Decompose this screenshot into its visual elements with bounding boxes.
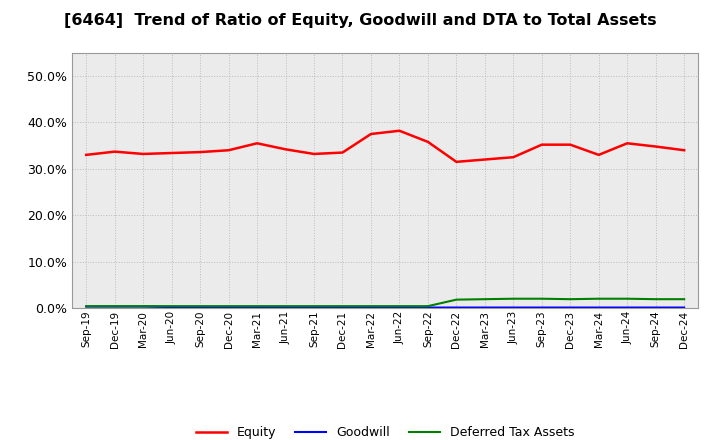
Equity bbox=[338, 150, 347, 155]
Equity bbox=[139, 151, 148, 157]
Deferred Tax Assets bbox=[167, 304, 176, 309]
Equity bbox=[253, 141, 261, 146]
Deferred Tax Assets bbox=[395, 304, 404, 309]
Deferred Tax Assets bbox=[537, 296, 546, 301]
Deferred Tax Assets bbox=[623, 296, 631, 301]
Equity bbox=[509, 154, 518, 160]
Equity bbox=[366, 132, 375, 137]
Deferred Tax Assets bbox=[509, 296, 518, 301]
Deferred Tax Assets bbox=[282, 304, 290, 309]
Deferred Tax Assets bbox=[225, 304, 233, 309]
Goodwill bbox=[338, 305, 347, 310]
Line: Deferred Tax Assets: Deferred Tax Assets bbox=[86, 299, 684, 306]
Deferred Tax Assets bbox=[680, 297, 688, 302]
Text: [6464]  Trend of Ratio of Equity, Goodwill and DTA to Total Assets: [6464] Trend of Ratio of Equity, Goodwil… bbox=[63, 13, 657, 28]
Equity bbox=[196, 150, 204, 155]
Equity bbox=[452, 159, 461, 165]
Deferred Tax Assets bbox=[452, 297, 461, 302]
Goodwill bbox=[167, 304, 176, 310]
Goodwill bbox=[366, 305, 375, 310]
Line: Goodwill: Goodwill bbox=[86, 307, 684, 308]
Goodwill bbox=[82, 304, 91, 309]
Deferred Tax Assets bbox=[366, 304, 375, 309]
Goodwill bbox=[395, 305, 404, 310]
Goodwill bbox=[537, 305, 546, 310]
Equity bbox=[395, 128, 404, 133]
Goodwill bbox=[310, 305, 318, 310]
Deferred Tax Assets bbox=[310, 304, 318, 309]
Equity bbox=[537, 142, 546, 147]
Goodwill bbox=[623, 305, 631, 310]
Goodwill bbox=[196, 304, 204, 310]
Line: Equity: Equity bbox=[86, 131, 684, 162]
Equity bbox=[595, 152, 603, 158]
Equity bbox=[480, 157, 489, 162]
Equity bbox=[110, 149, 119, 154]
Goodwill bbox=[423, 305, 432, 310]
Goodwill bbox=[139, 304, 148, 309]
Equity bbox=[566, 142, 575, 147]
Deferred Tax Assets bbox=[595, 296, 603, 301]
Deferred Tax Assets bbox=[652, 297, 660, 302]
Equity bbox=[282, 147, 290, 152]
Deferred Tax Assets bbox=[480, 297, 489, 302]
Goodwill bbox=[253, 304, 261, 310]
Equity bbox=[652, 144, 660, 149]
Deferred Tax Assets bbox=[110, 304, 119, 309]
Deferred Tax Assets bbox=[139, 304, 148, 309]
Goodwill bbox=[480, 305, 489, 310]
Equity bbox=[225, 147, 233, 153]
Goodwill bbox=[652, 305, 660, 310]
Equity bbox=[623, 141, 631, 146]
Goodwill bbox=[225, 304, 233, 310]
Equity bbox=[310, 151, 318, 157]
Goodwill bbox=[680, 305, 688, 310]
Equity bbox=[423, 139, 432, 144]
Deferred Tax Assets bbox=[423, 304, 432, 309]
Goodwill bbox=[282, 304, 290, 310]
Deferred Tax Assets bbox=[196, 304, 204, 309]
Goodwill bbox=[595, 305, 603, 310]
Equity bbox=[82, 152, 91, 158]
Equity bbox=[680, 147, 688, 153]
Deferred Tax Assets bbox=[566, 297, 575, 302]
Goodwill bbox=[566, 305, 575, 310]
Goodwill bbox=[509, 305, 518, 310]
Deferred Tax Assets bbox=[338, 304, 347, 309]
Deferred Tax Assets bbox=[82, 304, 91, 309]
Goodwill bbox=[452, 305, 461, 310]
Deferred Tax Assets bbox=[253, 304, 261, 309]
Legend: Equity, Goodwill, Deferred Tax Assets: Equity, Goodwill, Deferred Tax Assets bbox=[191, 422, 580, 440]
Equity bbox=[167, 150, 176, 156]
Goodwill bbox=[110, 304, 119, 309]
